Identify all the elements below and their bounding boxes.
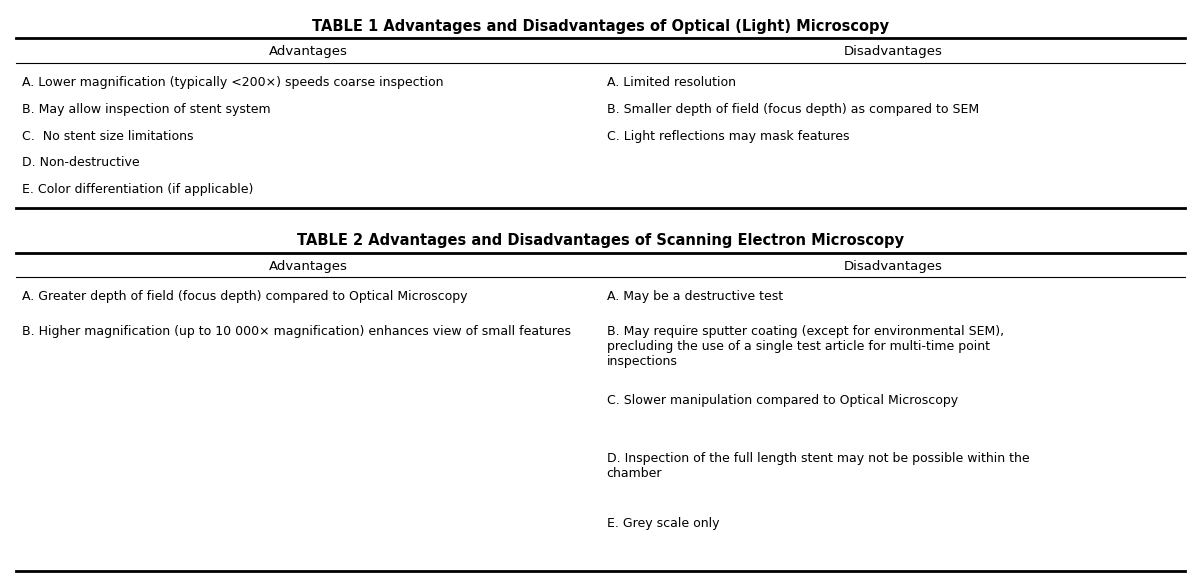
Text: Advantages: Advantages bbox=[269, 45, 347, 58]
Text: TABLE 2 Advantages and Disadvantages of Scanning Electron Microscopy: TABLE 2 Advantages and Disadvantages of … bbox=[297, 233, 904, 248]
Text: Disadvantages: Disadvantages bbox=[843, 260, 943, 272]
Text: B. Higher magnification (up to 10 000× magnification) enhances view of small fea: B. Higher magnification (up to 10 000× m… bbox=[22, 325, 570, 338]
Text: C.  No stent size limitations: C. No stent size limitations bbox=[22, 130, 193, 143]
Text: C. Slower manipulation compared to Optical Microscopy: C. Slower manipulation compared to Optic… bbox=[607, 394, 957, 407]
Text: A. Limited resolution: A. Limited resolution bbox=[607, 76, 735, 89]
Text: TABLE 1 Advantages and Disadvantages of Optical (Light) Microscopy: TABLE 1 Advantages and Disadvantages of … bbox=[312, 19, 889, 34]
Text: B. May require sputter coating (except for environmental SEM),
precluding the us: B. May require sputter coating (except f… bbox=[607, 325, 1004, 368]
Text: C. Light reflections may mask features: C. Light reflections may mask features bbox=[607, 130, 849, 143]
Text: E. Grey scale only: E. Grey scale only bbox=[607, 517, 719, 530]
Text: D. Non-destructive: D. Non-destructive bbox=[22, 156, 139, 169]
Text: Advantages: Advantages bbox=[269, 260, 347, 272]
Text: A. Greater depth of field (focus depth) compared to Optical Microscopy: A. Greater depth of field (focus depth) … bbox=[22, 290, 467, 303]
Text: E. Color differentiation (if applicable): E. Color differentiation (if applicable) bbox=[22, 183, 253, 196]
Text: A. May be a destructive test: A. May be a destructive test bbox=[607, 290, 783, 303]
Text: D. Inspection of the full length stent may not be possible within the
chamber: D. Inspection of the full length stent m… bbox=[607, 452, 1029, 481]
Text: A. Lower magnification (typically <200×) speeds coarse inspection: A. Lower magnification (typically <200×)… bbox=[22, 76, 443, 89]
Text: B. Smaller depth of field (focus depth) as compared to SEM: B. Smaller depth of field (focus depth) … bbox=[607, 103, 979, 115]
Text: Disadvantages: Disadvantages bbox=[843, 45, 943, 58]
Text: B. May allow inspection of stent system: B. May allow inspection of stent system bbox=[22, 103, 270, 115]
